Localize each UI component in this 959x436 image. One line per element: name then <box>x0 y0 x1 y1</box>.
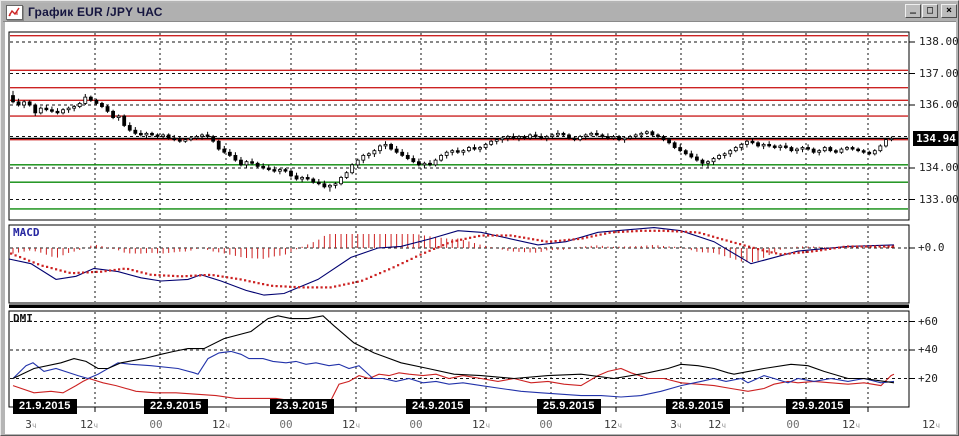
dmi-axis-label: +40 <box>918 343 938 356</box>
current-price-badge: 134.94 <box>913 131 958 146</box>
date-label: 23.9.2015 <box>270 399 334 414</box>
title-bar[interactable]: График EUR /JPY ЧАС <box>3 3 956 22</box>
price-axis-label: 138.00 <box>919 35 959 48</box>
time-label: 3ч <box>25 418 37 431</box>
maximize-button[interactable]: □ <box>922 4 938 18</box>
chart-icon <box>6 4 23 20</box>
time-label: 12ч <box>603 418 623 431</box>
time-label: 12ч <box>211 418 231 431</box>
close-button[interactable]: × <box>941 4 957 18</box>
time-label: 12ч <box>707 418 727 431</box>
time-label: 00 <box>279 418 293 431</box>
date-label: 29.9.2015 <box>786 399 850 414</box>
price-axis-label: 137.00 <box>919 66 959 80</box>
time-label: 12ч <box>841 418 861 431</box>
time-label: 12ч <box>79 418 99 431</box>
macd-zero-label: +0.0 <box>918 241 945 254</box>
time-label: 00 <box>786 418 800 431</box>
time-label: 3ч <box>670 418 682 431</box>
time-label: 12ч <box>341 418 361 431</box>
date-label: 28.9.2015 <box>666 399 730 414</box>
date-label: 22.9.2015 <box>144 399 208 414</box>
time-label: 12ч <box>471 418 491 431</box>
macd-panel-label: MACD <box>13 226 40 239</box>
date-label: 21.9.2015 <box>13 399 77 414</box>
dmi-axis-label: +60 <box>918 314 938 328</box>
dmi-panel-label: DMI <box>13 312 33 325</box>
time-label: 00 <box>409 418 423 431</box>
price-axis-label: 133.00 <box>919 192 959 206</box>
minimize-button[interactable]: _ <box>905 4 921 18</box>
time-label: 00 <box>149 418 163 431</box>
date-label: 24.9.2015 <box>406 399 470 414</box>
time-label: 00 <box>539 418 553 431</box>
date-label: 25.9.2015 <box>537 399 601 414</box>
price-axis-label: 136.00 <box>919 98 959 111</box>
dmi-axis-label: +20 <box>918 371 938 385</box>
price-axis-label: 134.00 <box>919 161 959 174</box>
window-title: График EUR /JPY ЧАС <box>28 5 163 19</box>
time-label: 12ч <box>921 418 941 431</box>
